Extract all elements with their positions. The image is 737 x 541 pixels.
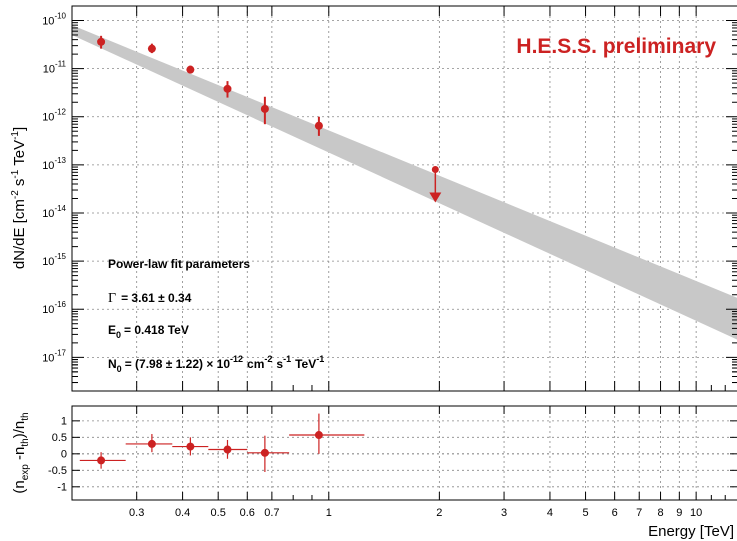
- flux-point: [223, 84, 232, 93]
- x-tick-label: 3: [501, 507, 507, 519]
- x-tick-label: 1: [326, 507, 332, 519]
- spectrum-panel: 10-10 10-11 10-12 10-13 10-14 10-15 10-16 10-17…: [10, 5, 737, 392]
- y-tick-label: 10-12: [42, 108, 66, 124]
- y-tick-label: 10-13: [42, 156, 66, 172]
- flux-point: [97, 37, 106, 46]
- x-tick-label: 0.3: [129, 507, 144, 519]
- residual-ticks: [71, 406, 737, 500]
- x-tick-label: 8: [657, 507, 663, 519]
- x-tick-label: 6: [612, 507, 618, 519]
- main-grid: [72, 6, 737, 391]
- x-tick-labels: 0.3 0.4 0.5 0.6 0.7 1 2 3 4 5 6 7 8 9 10: [129, 507, 702, 519]
- watermark: H.E.S.S. preliminary: [516, 35, 716, 58]
- residual-grid: [72, 406, 737, 500]
- y-axis-title: dN/dE [cm-2 s-1 TeV-1]: [10, 127, 28, 269]
- x-tick-label: 0.5: [211, 507, 226, 519]
- main-frame: [71, 5, 737, 392]
- residual-frame: [71, 405, 737, 501]
- residual-points: [79, 413, 365, 472]
- flux-point: [260, 104, 269, 113]
- legend-gamma: Γ = 3.61 ± 0.34: [108, 291, 192, 306]
- legend-title: Power-law fit parameters: [108, 257, 250, 271]
- residual-y-tick-label: -1: [57, 481, 67, 493]
- y-tick-label: 10-11: [43, 60, 67, 76]
- x-axis-title: Energy [TeV]: [648, 523, 734, 540]
- main-y-tick-labels: 10-10 10-11 10-12 10-13 10-14 10-15 10-16 10-17: [42, 11, 66, 364]
- residual-point: [223, 445, 232, 454]
- flux-points: [97, 35, 442, 203]
- fit-band: [72, 25, 737, 340]
- y-tick-label: 10-14: [42, 204, 66, 220]
- residual-panel: 1 0.5 0 -0.5 -1 0.3 0.4 0.5 0.6 0.7 1 2 3 4 5 6 7 8 9 10 (…: [11, 405, 737, 540]
- legend-n0: N0 = (7.98 ± 1.22) × 10-12 cm-2 s-1 TeV-1: [108, 354, 324, 374]
- x-tick-label: 4: [547, 507, 553, 519]
- x-tick-label: 0.6: [240, 507, 255, 519]
- x-tick-label: 5: [582, 507, 588, 519]
- y-tick-label: 10-10: [42, 11, 66, 27]
- residual-y-tick-labels: 1 0.5 0 -0.5 -1: [48, 415, 67, 493]
- main-ticks: [71, 6, 737, 392]
- x-tick-label: 0.4: [175, 507, 190, 519]
- upper-limit-arrow: [429, 192, 442, 203]
- fit-parameters-legend: Power-law fit parameters Γ = 3.61 ± 0.34 …: [108, 257, 324, 374]
- flux-point: [314, 121, 323, 130]
- residual-point: [186, 442, 195, 451]
- residual-point: [260, 448, 269, 457]
- residual-y-tick-label: 0.5: [52, 432, 67, 444]
- upper-limit-marker: [431, 166, 439, 174]
- residual-y-tick-label: 0: [61, 448, 67, 460]
- x-tick-label: 0.7: [264, 507, 279, 519]
- y-tick-label: 10-17: [42, 348, 66, 364]
- x-tick-label: 2: [436, 507, 442, 519]
- residual-y-tick-label: 1: [61, 415, 67, 427]
- legend-e0: E0 = 0.418 TeV: [108, 323, 189, 340]
- residual-y-axis-title: (nexp -nth)/nth: [11, 412, 31, 493]
- y-tick-label: 10-15: [42, 252, 66, 268]
- fit-band-polygon: [72, 25, 737, 340]
- residual-y-tick-label: -0.5: [48, 465, 67, 477]
- residual-point: [147, 439, 156, 448]
- y-tick-label: 10-16: [42, 300, 66, 316]
- x-tick-label: 7: [636, 507, 642, 519]
- x-tick-label: 10: [690, 507, 702, 519]
- flux-point: [147, 44, 156, 53]
- residual-point: [97, 456, 106, 465]
- x-tick-label: 9: [676, 507, 682, 519]
- residual-point: [314, 431, 323, 440]
- flux-point: [186, 65, 195, 74]
